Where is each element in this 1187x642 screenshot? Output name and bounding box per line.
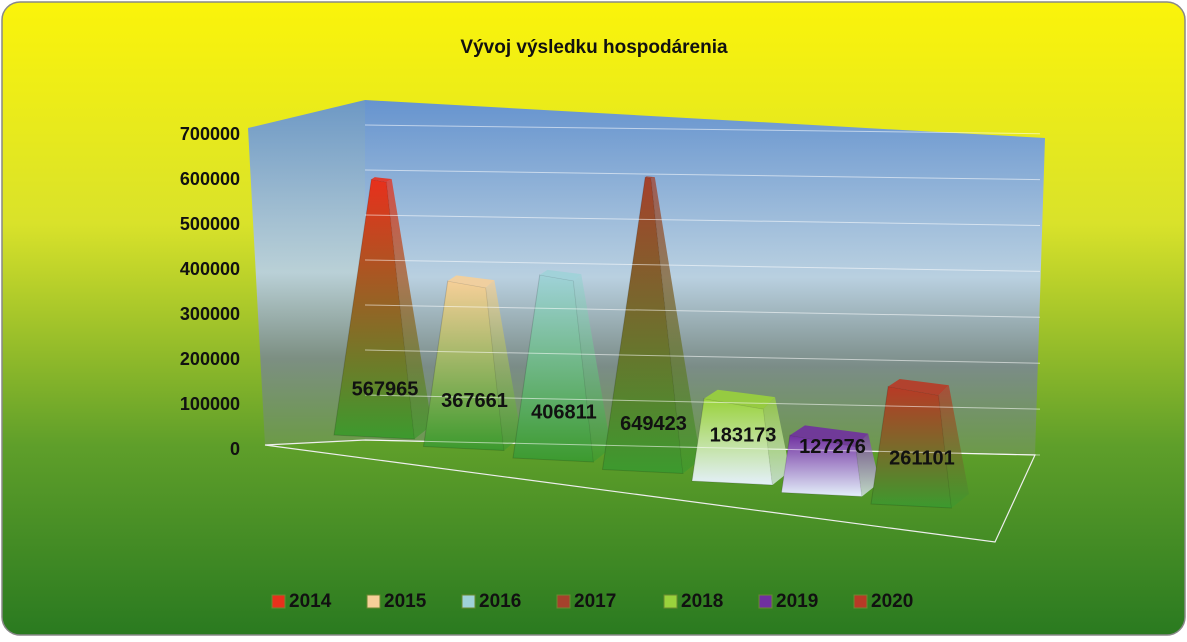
data-label: 367661 [441, 390, 508, 412]
legend-marker [557, 595, 570, 608]
legend-marker [759, 595, 772, 608]
y-tick-label: 600000 [180, 169, 240, 189]
legend-marker [854, 595, 867, 608]
data-label: 127276 [799, 436, 866, 458]
legend-marker [367, 595, 380, 608]
y-tick-label: 500000 [180, 214, 240, 234]
data-label: 261101 [889, 447, 955, 469]
legend-marker [272, 595, 285, 608]
data-label: 183173 [710, 424, 777, 446]
legend-marker [462, 595, 475, 608]
legend-label: 2017 [574, 591, 616, 612]
legend-label: 2018 [681, 591, 723, 612]
y-tick-label: 700000 [180, 124, 240, 144]
chart: Vývoj výsledku hospodárenia 0 100000 20000… [0, 0, 1187, 637]
data-label: 649423 [620, 413, 687, 435]
legend-label: 2015 [384, 591, 427, 612]
data-label: 567965 [352, 378, 419, 400]
chart-title: Vývoj výsledku hospodárenia [460, 37, 728, 58]
legend-label: 2019 [776, 591, 818, 612]
y-tick-label: 100000 [180, 394, 240, 414]
y-tick-label: 400000 [180, 259, 240, 279]
data-label: 406811 [531, 401, 597, 423]
y-tick-label: 0 [230, 439, 240, 459]
y-tick-label: 200000 [180, 349, 240, 369]
legend-label: 2020 [871, 591, 913, 612]
legend-label: 2016 [479, 591, 521, 612]
y-tick-label: 300000 [180, 304, 240, 324]
legend-label: 2014 [289, 591, 332, 612]
legend-marker [664, 595, 677, 608]
